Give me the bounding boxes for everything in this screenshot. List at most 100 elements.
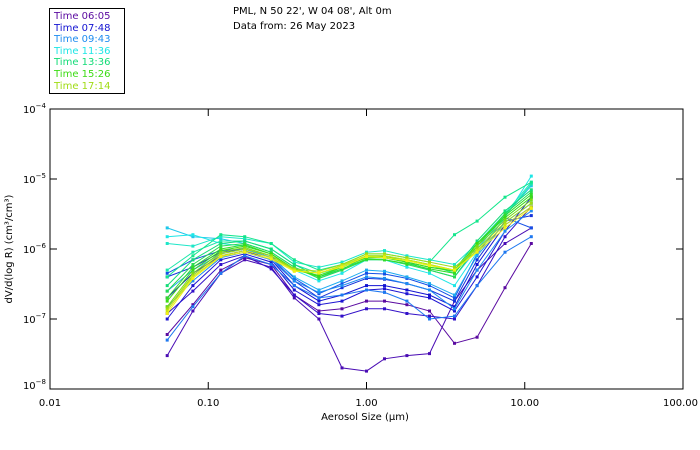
data-point bbox=[191, 250, 195, 254]
data-point bbox=[365, 369, 368, 373]
data-point bbox=[292, 269, 296, 273]
data-point bbox=[165, 338, 169, 342]
series-line bbox=[166, 206, 532, 320]
data-point bbox=[453, 314, 456, 318]
data-point bbox=[269, 265, 273, 269]
x-tick-label: 0.01 bbox=[39, 398, 61, 409]
data-point bbox=[219, 242, 223, 245]
x-tick-label: 100.00 bbox=[663, 398, 698, 409]
data-point bbox=[529, 174, 533, 178]
data-point bbox=[317, 312, 321, 315]
data-point bbox=[529, 206, 533, 210]
data-point bbox=[428, 314, 431, 318]
data-point bbox=[340, 293, 344, 297]
data-point bbox=[340, 271, 344, 275]
data-point bbox=[219, 250, 223, 254]
data-point bbox=[165, 312, 169, 315]
data-point bbox=[292, 293, 296, 297]
data-point bbox=[165, 235, 169, 239]
data-point bbox=[453, 265, 456, 269]
data-point bbox=[191, 254, 195, 258]
data-point bbox=[165, 299, 169, 303]
data-point bbox=[340, 299, 344, 303]
data-point bbox=[165, 354, 169, 358]
x-tick-label: 1.00 bbox=[355, 398, 377, 409]
data-point bbox=[191, 289, 195, 293]
data-point bbox=[405, 312, 409, 315]
axis-layer: 0.01 0.10 1.00 10.00 100.00 10−4 10−5 10−6 10−7 1… bbox=[23, 102, 698, 409]
data-point bbox=[317, 309, 321, 313]
data-point bbox=[383, 258, 386, 262]
data-point bbox=[292, 260, 296, 264]
data-point bbox=[269, 254, 273, 258]
data-point bbox=[529, 242, 533, 245]
data-point bbox=[453, 233, 456, 237]
data-point bbox=[317, 317, 321, 321]
data-point bbox=[503, 209, 507, 213]
data-point bbox=[292, 263, 296, 266]
data-point bbox=[243, 235, 247, 239]
data-point bbox=[475, 284, 479, 288]
data-point bbox=[475, 254, 479, 258]
data-point bbox=[503, 216, 507, 220]
data-point bbox=[243, 247, 247, 251]
data-point bbox=[503, 242, 507, 245]
data-point bbox=[383, 272, 386, 276]
series-0915 bbox=[165, 235, 533, 342]
data-point bbox=[383, 284, 386, 288]
data-point bbox=[428, 293, 431, 297]
data-point bbox=[191, 279, 195, 283]
data-point bbox=[269, 257, 273, 261]
data-point bbox=[475, 275, 479, 279]
data-point bbox=[475, 252, 479, 256]
data-point bbox=[219, 239, 223, 243]
data-point bbox=[340, 265, 344, 269]
series-line bbox=[167, 215, 532, 302]
data-point bbox=[292, 284, 296, 288]
data-point bbox=[383, 299, 386, 303]
data-point bbox=[219, 249, 223, 253]
data-point bbox=[453, 263, 456, 266]
data-point bbox=[219, 247, 223, 251]
data-point bbox=[340, 267, 344, 271]
data-point bbox=[365, 275, 368, 279]
data-point bbox=[165, 305, 169, 309]
data-point bbox=[243, 237, 247, 241]
data-point bbox=[340, 286, 344, 290]
data-point bbox=[428, 296, 431, 300]
data-point bbox=[503, 212, 507, 216]
data-point bbox=[365, 299, 368, 303]
series-line bbox=[166, 196, 532, 320]
data-point bbox=[269, 250, 273, 254]
data-point bbox=[219, 263, 223, 266]
data-point bbox=[405, 254, 409, 258]
data-point bbox=[269, 247, 273, 251]
data-point bbox=[529, 182, 533, 186]
data-point bbox=[165, 268, 169, 272]
data-point bbox=[383, 256, 386, 260]
data-point bbox=[365, 307, 368, 311]
data-point bbox=[529, 188, 533, 192]
data-point bbox=[191, 309, 195, 313]
data-point bbox=[428, 260, 431, 264]
data-point bbox=[243, 250, 247, 254]
data-point bbox=[453, 299, 456, 303]
data-point bbox=[529, 190, 533, 194]
data-point bbox=[243, 249, 247, 253]
data-point bbox=[383, 249, 386, 253]
series-line bbox=[166, 210, 532, 310]
data-point bbox=[503, 235, 507, 239]
data-point bbox=[405, 259, 409, 263]
data-point bbox=[243, 239, 247, 243]
x-axis-label: Aerosol Size (µm) bbox=[321, 412, 409, 423]
data-point bbox=[503, 220, 507, 224]
data-point bbox=[219, 255, 223, 259]
data-point bbox=[383, 276, 386, 280]
data-point bbox=[475, 219, 479, 223]
data-point bbox=[165, 317, 169, 321]
data-point bbox=[219, 268, 223, 272]
data-point bbox=[165, 226, 169, 230]
data-point bbox=[529, 235, 533, 239]
data-point bbox=[428, 265, 431, 269]
data-point bbox=[191, 233, 195, 237]
